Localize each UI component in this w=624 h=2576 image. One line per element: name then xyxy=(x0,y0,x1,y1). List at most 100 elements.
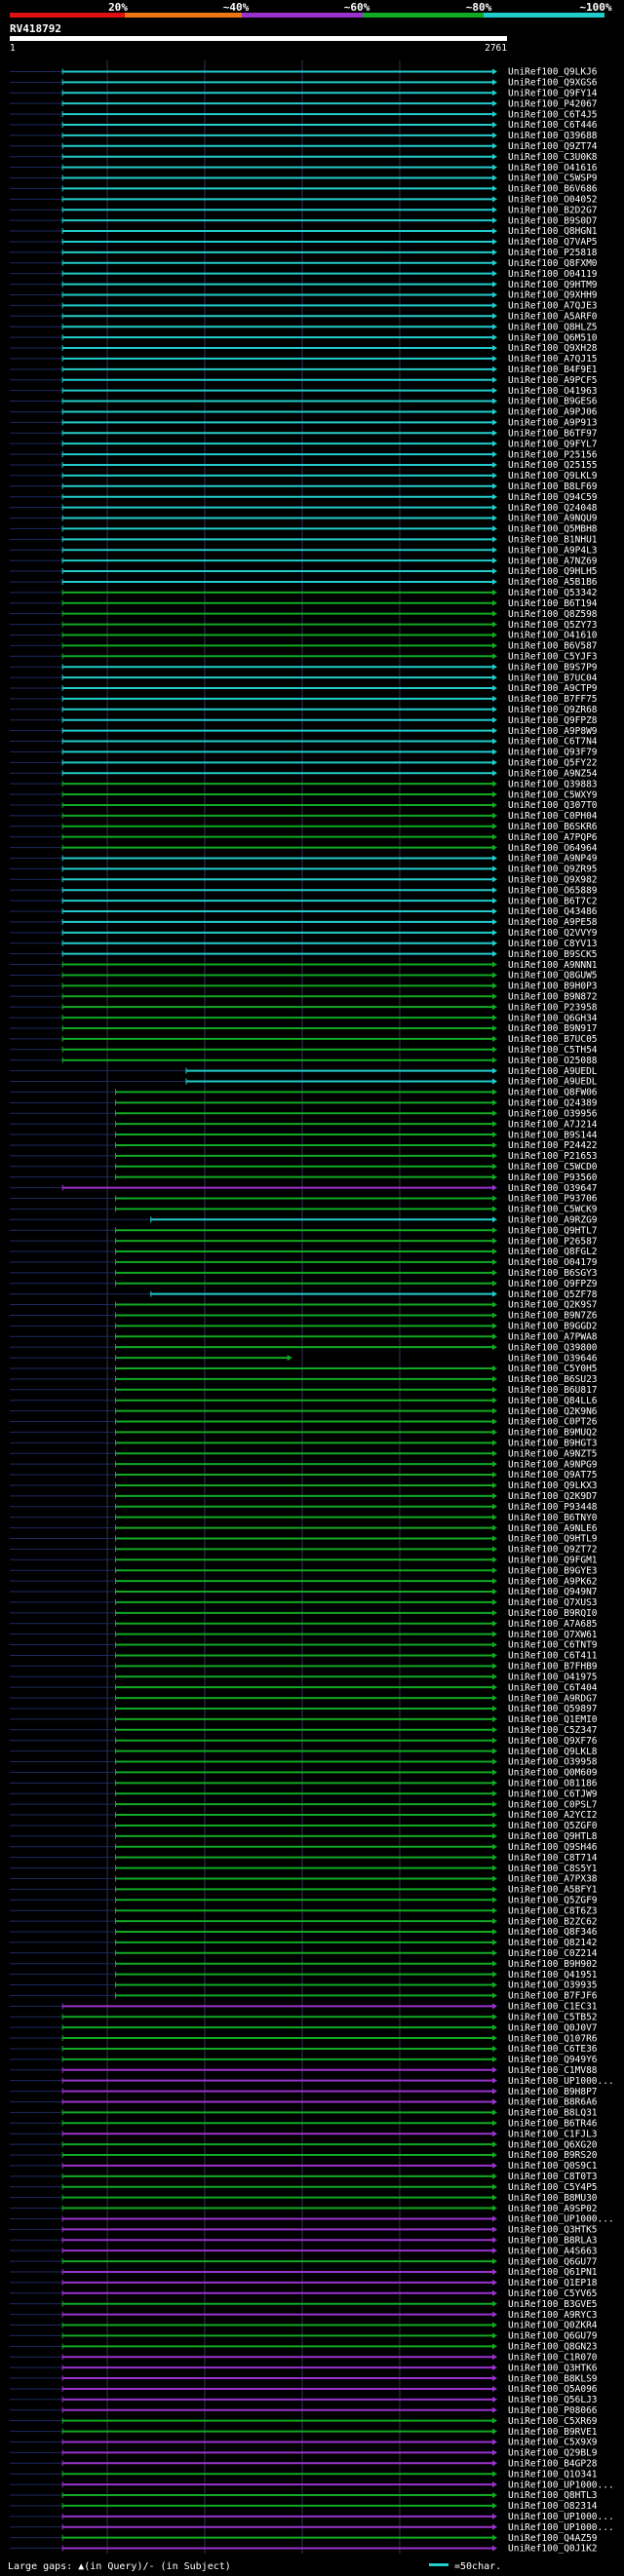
hit-label[interactable]: UniRef100_O64964 xyxy=(508,843,598,854)
hit-label[interactable]: UniRef100_Q9FYL7 xyxy=(508,439,598,449)
hit-label[interactable]: UniRef100_B9GYE3 xyxy=(508,1565,598,1576)
hit-label[interactable]: UniRef100_Q4AZ59 xyxy=(508,2533,598,2544)
hit-label[interactable]: UniRef100_B6U817 xyxy=(508,1385,598,1396)
hit-label[interactable]: UniRef100_C1EC31 xyxy=(508,2002,598,2013)
hit-label[interactable]: UniRef100_Q24389 xyxy=(508,1098,598,1109)
hit-label[interactable]: UniRef100_Q5ZY73 xyxy=(508,620,598,631)
hit-label[interactable]: UniRef100_B9N917 xyxy=(508,1023,598,1034)
hit-label[interactable]: UniRef100_Q9HTM9 xyxy=(508,280,598,290)
hit-label[interactable]: UniRef100_B9RVE1 xyxy=(508,2427,598,2438)
hit-label[interactable]: UniRef100_B9S7P9 xyxy=(508,662,598,673)
hit-label[interactable]: UniRef100_A4S663 xyxy=(508,2246,598,2256)
hit-label[interactable]: UniRef100_Q2K9D7 xyxy=(508,1491,598,1502)
hit-label[interactable]: UniRef100_Q8HGN1 xyxy=(508,226,598,237)
hit-label[interactable]: UniRef100_Q24048 xyxy=(508,503,598,514)
hit-label[interactable]: UniRef100_A7QJE3 xyxy=(508,301,598,312)
hit-label[interactable]: UniRef100_C5YJF3 xyxy=(508,651,598,662)
hit-label[interactable]: UniRef100_B8MU30 xyxy=(508,2193,598,2204)
hit-label[interactable]: UniRef100_C8YV13 xyxy=(508,939,598,949)
hit-label[interactable]: UniRef100_Q8HLZ5 xyxy=(508,322,598,332)
hit-label[interactable]: UniRef100_O39646 xyxy=(508,1353,598,1364)
hit-label[interactable]: UniRef100_UP1000... xyxy=(508,2512,614,2522)
hit-label[interactable]: UniRef100_P25156 xyxy=(508,449,598,460)
hit-label[interactable]: UniRef100_C5Y0H5 xyxy=(508,1364,598,1374)
hit-label[interactable]: UniRef100_C0Z214 xyxy=(508,1948,598,1959)
hit-label[interactable]: UniRef100_Q2VVY9 xyxy=(508,928,598,939)
hit-label[interactable]: UniRef100_Q8GUW5 xyxy=(508,971,598,981)
hit-label[interactable]: UniRef100_A9PJ06 xyxy=(508,407,598,418)
hit-label[interactable]: UniRef100_Q6GU79 xyxy=(508,2331,598,2342)
hit-label[interactable]: UniRef100_Q5MBH8 xyxy=(508,524,598,535)
hit-label[interactable]: UniRef100_A9NPG9 xyxy=(508,1459,598,1470)
hit-label[interactable]: UniRef100_Q8HTL3 xyxy=(508,2490,598,2501)
hit-label[interactable]: UniRef100_Q2K9S7 xyxy=(508,1300,598,1311)
hit-label[interactable]: UniRef100_A7NZ69 xyxy=(508,556,598,566)
hit-label[interactable]: UniRef100_Q5FY22 xyxy=(508,758,598,769)
hit-label[interactable]: UniRef100_B9H902 xyxy=(508,1959,598,1970)
hit-label[interactable]: UniRef100_Q39688 xyxy=(508,131,598,141)
hit-label[interactable]: UniRef100_B9GES6 xyxy=(508,397,598,407)
hit-label[interactable]: UniRef100_Q9LKL9 xyxy=(508,471,598,481)
hit-label[interactable]: UniRef100_A9PE58 xyxy=(508,917,598,928)
hit-label[interactable]: UniRef100_Q9LKX3 xyxy=(508,1480,598,1491)
hit-label[interactable]: UniRef100_B6SU23 xyxy=(508,1374,598,1385)
hit-label[interactable]: UniRef100_P42067 xyxy=(508,98,598,109)
hit-label[interactable]: UniRef100_B1NHU1 xyxy=(508,535,598,546)
hit-label[interactable]: UniRef100_C5WSP9 xyxy=(508,173,598,184)
hit-label[interactable]: UniRef100_Q9HLH5 xyxy=(508,566,598,577)
hit-label[interactable]: UniRef100_B7FF75 xyxy=(508,694,598,705)
hit-label[interactable]: UniRef100_Q93F79 xyxy=(508,748,598,758)
hit-label[interactable]: UniRef100_C8T714 xyxy=(508,1853,598,1864)
hit-label[interactable]: UniRef100_Q9ZR68 xyxy=(508,705,598,715)
hit-label[interactable]: UniRef100_P26587 xyxy=(508,1236,598,1247)
hit-label[interactable]: UniRef100_Q8FGL2 xyxy=(508,1247,598,1257)
hit-label[interactable]: UniRef100_O65889 xyxy=(508,885,598,896)
hit-label[interactable]: UniRef100_C1R070 xyxy=(508,2352,598,2363)
hit-label[interactable]: UniRef100_Q9XGS6 xyxy=(508,78,598,89)
hit-label[interactable]: UniRef100_C6TE36 xyxy=(508,2044,598,2055)
hit-label[interactable]: UniRef100_C5WXY9 xyxy=(508,789,598,800)
hit-label[interactable]: UniRef100_Q6GU77 xyxy=(508,2256,598,2267)
hit-label[interactable]: UniRef100_UP1000... xyxy=(508,2214,614,2225)
hit-label[interactable]: UniRef100_Q9HTL7 xyxy=(508,1225,598,1236)
hit-label[interactable]: UniRef100_Q9XF76 xyxy=(508,1736,598,1747)
hit-label[interactable]: UniRef100_C5X9X9 xyxy=(508,2438,598,2448)
hit-label[interactable]: UniRef100_A9NP49 xyxy=(508,854,598,865)
hit-label[interactable]: UniRef100_A9P8W9 xyxy=(508,726,598,737)
hit-label[interactable]: UniRef100_B4GP28 xyxy=(508,2458,598,2469)
hit-label[interactable]: UniRef100_O39958 xyxy=(508,1757,598,1768)
hit-label[interactable]: UniRef100_Q39800 xyxy=(508,1342,598,1353)
hit-label[interactable]: UniRef100_A9PCF5 xyxy=(508,375,598,386)
hit-label[interactable]: UniRef100_C0PT26 xyxy=(508,1417,598,1428)
hit-label[interactable]: UniRef100_Q9FPZ8 xyxy=(508,715,598,726)
hit-label[interactable]: UniRef100_B9SCK5 xyxy=(508,949,598,960)
hit-label[interactable]: UniRef100_P21653 xyxy=(508,1151,598,1162)
hit-label[interactable]: UniRef100_A2YCI2 xyxy=(508,1810,598,1821)
hit-label[interactable]: UniRef100_B6T194 xyxy=(508,598,598,609)
hit-label[interactable]: UniRef100_P08066 xyxy=(508,2405,598,2416)
hit-label[interactable]: UniRef100_Q6M510 xyxy=(508,332,598,343)
hit-label[interactable]: UniRef100_B8LF69 xyxy=(508,481,598,492)
hit-label[interactable]: UniRef100_A7QJ15 xyxy=(508,354,598,365)
hit-label[interactable]: UniRef100_C6T7N4 xyxy=(508,737,598,748)
hit-label[interactable]: UniRef100_P23958 xyxy=(508,1002,598,1013)
hit-label[interactable]: UniRef100_C5TH54 xyxy=(508,1045,598,1056)
hit-label[interactable]: UniRef100_Q53342 xyxy=(508,588,598,598)
hit-label[interactable]: UniRef100_C5WCK9 xyxy=(508,1205,598,1215)
hit-label[interactable]: UniRef100_Q94C59 xyxy=(508,492,598,503)
hit-label[interactable]: UniRef100_C3U0K8 xyxy=(508,152,598,163)
hit-label[interactable]: UniRef100_Q56LJ3 xyxy=(508,2395,598,2405)
hit-label[interactable]: UniRef100_C0PH04 xyxy=(508,811,598,822)
hit-label[interactable]: UniRef100_Q7VAP5 xyxy=(508,237,598,248)
hit-label[interactable]: UniRef100_Q0S9C1 xyxy=(508,2161,598,2172)
hit-label[interactable]: UniRef100_A9P913 xyxy=(508,418,598,429)
hit-label[interactable]: UniRef100_B7UC05 xyxy=(508,1034,598,1045)
hit-label[interactable]: UniRef100_C0PSL7 xyxy=(508,1799,598,1810)
hit-label[interactable]: UniRef100_Q107R6 xyxy=(508,2033,598,2044)
hit-label[interactable]: UniRef100_A5BFY1 xyxy=(508,1885,598,1896)
hit-label[interactable]: UniRef100_A5B1B6 xyxy=(508,577,598,588)
hit-label[interactable]: UniRef100_UP1000... xyxy=(508,2076,614,2087)
hit-label[interactable]: UniRef100_Q41951 xyxy=(508,1970,598,1980)
hit-label[interactable]: UniRef100_P93706 xyxy=(508,1194,598,1205)
hit-label[interactable]: UniRef100_Q6GH34 xyxy=(508,1013,598,1023)
